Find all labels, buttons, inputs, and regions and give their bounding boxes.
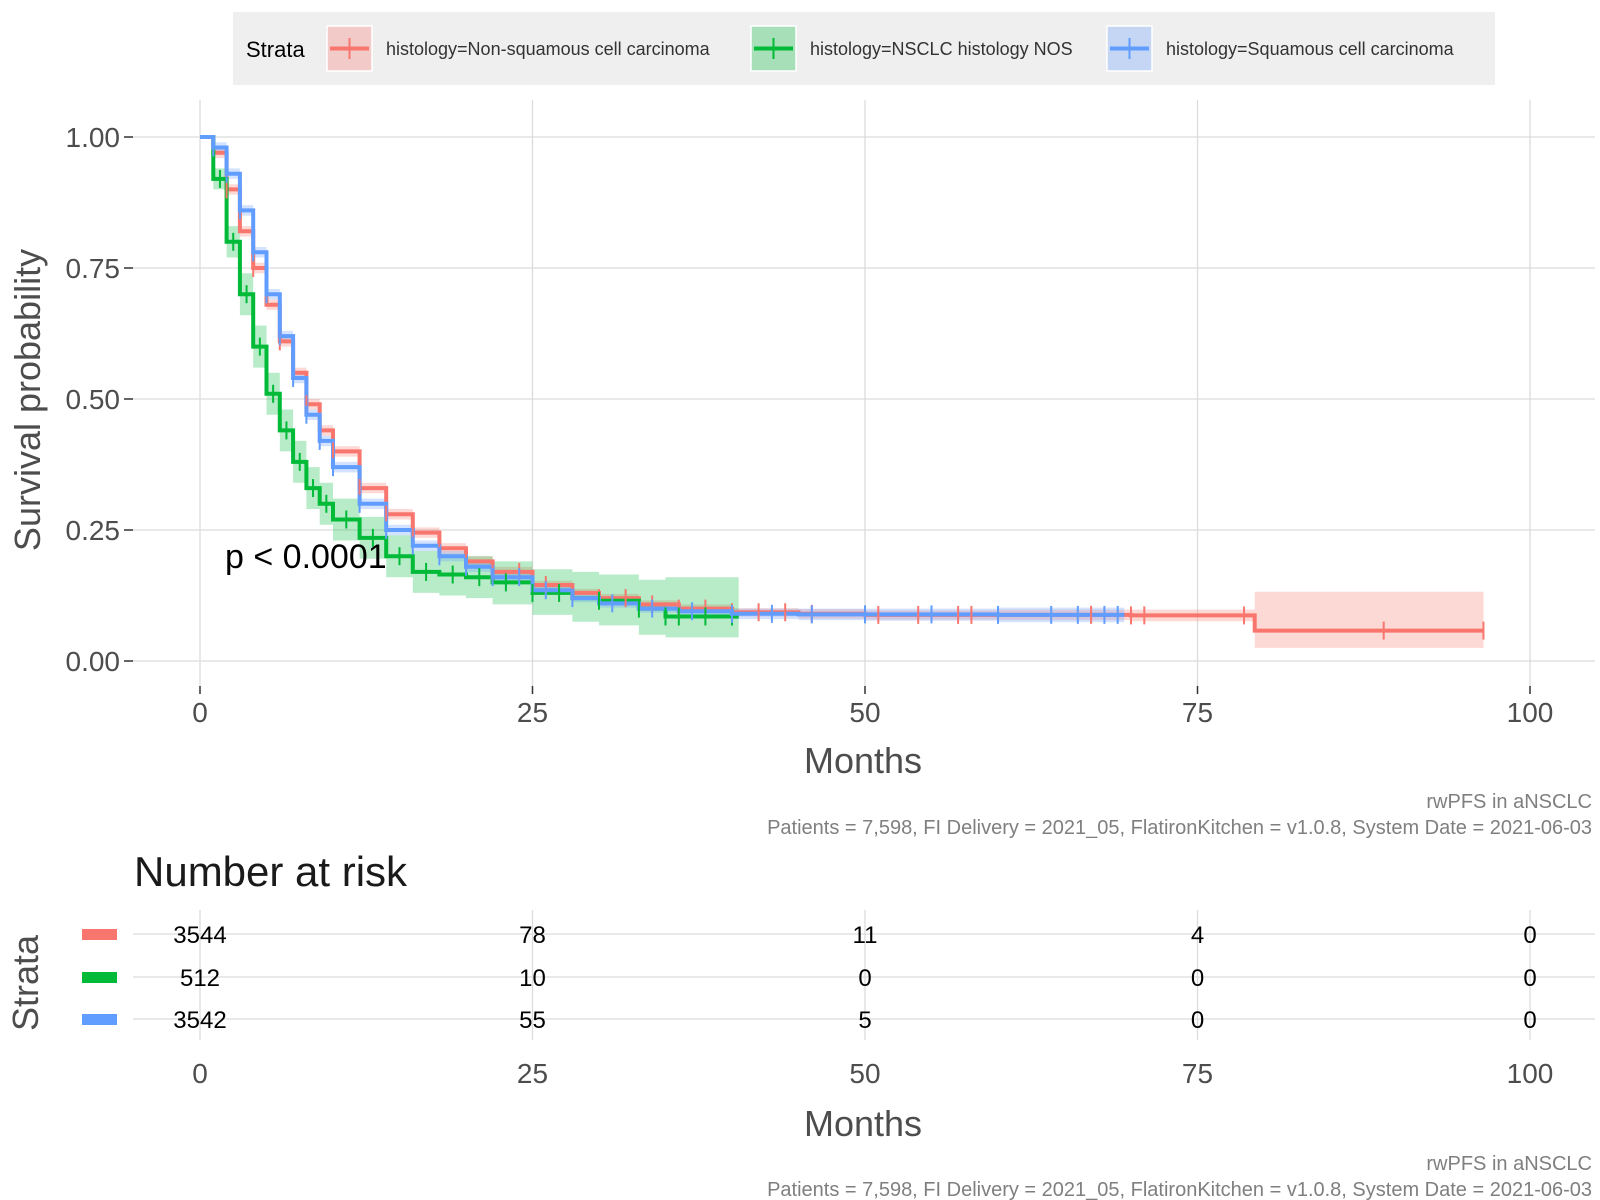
km-ci-bands — [200, 137, 1484, 648]
km-y-tick-label-1: 0.25 — [66, 515, 121, 546]
legend-entry-nos: histology=NSCLC histology NOS — [750, 25, 1073, 72]
risk-cell-nos-3: 0 — [1191, 965, 1204, 992]
risk-cell-squamous-0: 3542 — [173, 1007, 226, 1034]
risk-table-title: Number at risk — [134, 848, 408, 895]
km-x-axis: 0 25 50 75 100 — [192, 686, 1553, 728]
km-censor-marks — [212, 138, 1485, 640]
legend-label-squamous: histology=Squamous cell carcinoma — [1166, 39, 1455, 59]
risk-cell-non-squamous-4: 0 — [1523, 922, 1536, 949]
km-caption-line-2: Patients = 7,598, FI Delivery = 2021_05,… — [767, 817, 1592, 839]
risk-key-nos — [82, 972, 117, 983]
legend-label-non-squamous: histology=Non-squamous cell carcinoma — [386, 39, 711, 59]
km-caption-line-1: rwPFS in aNSCLC — [1426, 791, 1592, 813]
risk-cell-nos-4: 0 — [1523, 965, 1536, 992]
risk-x-tick-label-0: 0 — [192, 1058, 208, 1089]
km-x-tick-label-4: 100 — [1507, 697, 1554, 728]
legend-title: Strata — [246, 37, 305, 62]
km-y-tick-label-4: 1.00 — [66, 122, 121, 153]
risk-table-x-axis: 0 25 50 75 100 — [192, 1058, 1553, 1089]
km-x-axis-title: Months — [804, 740, 922, 781]
km-y-axis-title: Survival probability — [7, 249, 48, 551]
risk-cell-non-squamous-2: 11 — [853, 922, 878, 949]
risk-cell-squamous-4: 0 — [1523, 1007, 1536, 1034]
risk-key-squamous — [82, 1014, 117, 1025]
km-survival-curves — [200, 135, 1484, 633]
risk-table-grid — [133, 910, 1595, 1040]
risk-table-x-axis-title: Months — [804, 1103, 922, 1144]
km-plot: 0.00 0.25 0.50 0.75 1.00 0 25 50 75 100 p < 0.00… — [7, 100, 1595, 839]
risk-x-tick-label-3: 75 — [1182, 1058, 1213, 1089]
risk-table-strata-keys — [82, 929, 117, 1025]
km-y-tick-label-0: 0.00 — [66, 646, 121, 677]
km-x-tick-label-0: 0 — [192, 697, 208, 728]
risk-caption-line-2: Patients = 7,598, FI Delivery = 2021_05,… — [767, 1179, 1592, 1200]
risk-x-tick-label-2: 50 — [849, 1058, 880, 1089]
risk-cell-squamous-2: 5 — [858, 1007, 871, 1034]
risk-table-y-axis-title: Strata — [5, 934, 46, 1031]
risk-cell-nos-2: 0 — [858, 965, 871, 992]
risk-cell-squamous-3: 0 — [1191, 1007, 1204, 1034]
risk-cell-non-squamous-1: 78 — [519, 922, 546, 949]
risk-x-tick-label-4: 100 — [1507, 1058, 1554, 1089]
km-y-axis: 0.00 0.25 0.50 0.75 1.00 — [66, 122, 133, 677]
legend-background — [233, 12, 1495, 85]
risk-key-non-squamous — [82, 929, 117, 940]
risk-cell-squamous-1: 55 — [519, 1007, 546, 1034]
km-x-tick-label-1: 25 — [517, 697, 548, 728]
risk-cell-non-squamous-3: 4 — [1191, 922, 1204, 949]
km-y-tick-label-3: 0.75 — [66, 253, 121, 284]
risk-cell-nos-0: 512 — [180, 965, 220, 992]
km-x-tick-label-2: 50 — [849, 697, 880, 728]
legend-label-nos: histology=NSCLC histology NOS — [810, 39, 1073, 59]
km-y-tick-label-2: 0.50 — [66, 384, 121, 415]
legend: Strata histology=Non-squamous cell carci… — [233, 12, 1495, 85]
ci-band-non-squamous — [200, 137, 1484, 648]
risk-cell-nos-1: 10 — [519, 965, 546, 992]
legend-entry-squamous: histology=Squamous cell carcinoma — [1106, 25, 1455, 72]
risk-caption-line-1: rwPFS in aNSCLC — [1426, 1153, 1592, 1175]
legend-entry-non-squamous: histology=Non-squamous cell carcinoma — [326, 25, 711, 72]
p-value-annotation: p < 0.0001 — [225, 538, 387, 576]
risk-cell-non-squamous-0: 3544 — [173, 922, 226, 949]
risk-x-tick-label-1: 25 — [517, 1058, 548, 1089]
km-x-tick-label-3: 75 — [1182, 697, 1213, 728]
